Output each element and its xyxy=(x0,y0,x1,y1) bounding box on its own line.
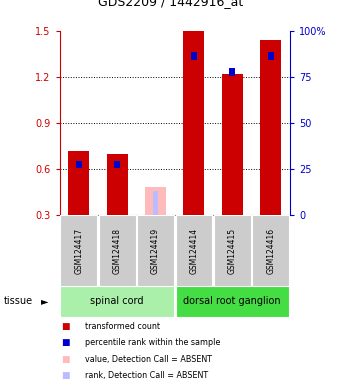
Text: rank, Detection Call = ABSENT: rank, Detection Call = ABSENT xyxy=(85,371,208,381)
Bar xyxy=(145,187,166,215)
Bar xyxy=(114,161,120,168)
Text: spinal cord: spinal cord xyxy=(90,296,144,306)
Bar xyxy=(222,74,243,215)
Bar xyxy=(260,40,281,215)
Bar xyxy=(268,52,273,60)
Text: GSM124414: GSM124414 xyxy=(190,227,198,274)
Text: GDS2209 / 1442916_at: GDS2209 / 1442916_at xyxy=(98,0,243,8)
Text: transformed count: transformed count xyxy=(85,322,160,331)
Bar xyxy=(76,161,82,168)
Bar xyxy=(153,191,159,215)
Text: GSM124415: GSM124415 xyxy=(228,227,237,274)
Text: value, Detection Call = ABSENT: value, Detection Call = ABSENT xyxy=(85,355,212,364)
Bar xyxy=(176,286,289,317)
Text: ■: ■ xyxy=(61,338,70,348)
Text: ■: ■ xyxy=(61,371,70,381)
Bar xyxy=(107,154,128,215)
Bar xyxy=(60,215,97,286)
Bar xyxy=(99,215,136,286)
Text: GSM124418: GSM124418 xyxy=(113,228,122,273)
Text: tissue: tissue xyxy=(3,296,32,306)
Bar xyxy=(137,215,174,286)
Text: dorsal root ganglion: dorsal root ganglion xyxy=(183,296,281,306)
Bar xyxy=(176,215,212,286)
Bar xyxy=(252,215,289,286)
Text: GSM124416: GSM124416 xyxy=(266,227,275,274)
Bar xyxy=(60,286,174,317)
Bar xyxy=(191,52,197,60)
Text: GSM124417: GSM124417 xyxy=(74,227,83,274)
Text: percentile rank within the sample: percentile rank within the sample xyxy=(85,338,221,348)
Text: ►: ► xyxy=(41,296,48,306)
Text: GSM124419: GSM124419 xyxy=(151,227,160,274)
Text: ■: ■ xyxy=(61,322,70,331)
Text: ■: ■ xyxy=(61,355,70,364)
Bar xyxy=(214,215,251,286)
Bar xyxy=(229,68,235,76)
Bar xyxy=(68,151,89,215)
Bar xyxy=(183,31,205,215)
